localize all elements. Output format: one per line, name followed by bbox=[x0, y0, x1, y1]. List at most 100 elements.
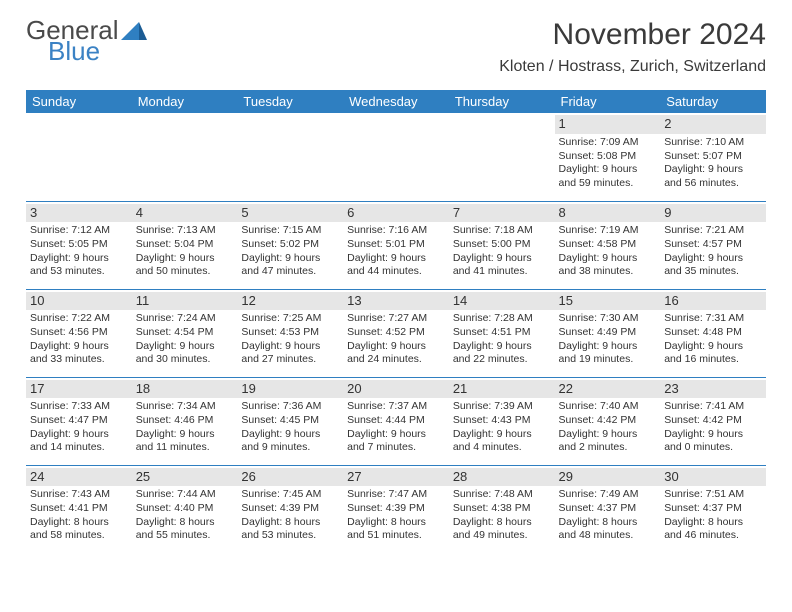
daylight-text: Daylight: 9 hours and 0 minutes. bbox=[664, 428, 762, 455]
day-number: 20 bbox=[343, 380, 449, 399]
daylight-text: Daylight: 8 hours and 58 minutes. bbox=[30, 516, 128, 543]
calendar-cell: 17Sunrise: 7:33 AMSunset: 4:47 PMDayligh… bbox=[26, 377, 132, 465]
sunset-text: Sunset: 4:39 PM bbox=[347, 502, 445, 516]
day-number: 24 bbox=[26, 468, 132, 487]
daylight-text: Daylight: 9 hours and 16 minutes. bbox=[664, 340, 762, 367]
calendar-cell: 26Sunrise: 7:45 AMSunset: 4:39 PMDayligh… bbox=[237, 465, 343, 553]
calendar-cell bbox=[449, 113, 555, 201]
day-number: 17 bbox=[26, 380, 132, 399]
day-number: 15 bbox=[555, 292, 661, 311]
calendar-cell: 3Sunrise: 7:12 AMSunset: 5:05 PMDaylight… bbox=[26, 201, 132, 289]
daylight-text: Daylight: 8 hours and 53 minutes. bbox=[241, 516, 339, 543]
daylight-text: Daylight: 8 hours and 46 minutes. bbox=[664, 516, 762, 543]
day-number: 23 bbox=[660, 380, 766, 399]
sunset-text: Sunset: 4:40 PM bbox=[136, 502, 234, 516]
sunset-text: Sunset: 4:58 PM bbox=[559, 238, 657, 252]
day-number: 18 bbox=[132, 380, 238, 399]
calendar-week: 10Sunrise: 7:22 AMSunset: 4:56 PMDayligh… bbox=[26, 289, 766, 377]
day-number: 25 bbox=[132, 468, 238, 487]
calendar-cell bbox=[343, 113, 449, 201]
calendar-cell: 28Sunrise: 7:48 AMSunset: 4:38 PMDayligh… bbox=[449, 465, 555, 553]
sunrise-text: Sunrise: 7:34 AM bbox=[136, 400, 234, 414]
calendar-header: SundayMondayTuesdayWednesdayThursdayFrid… bbox=[26, 90, 766, 113]
sunrise-text: Sunrise: 7:37 AM bbox=[347, 400, 445, 414]
sunrise-text: Sunrise: 7:25 AM bbox=[241, 312, 339, 326]
calendar-cell: 29Sunrise: 7:49 AMSunset: 4:37 PMDayligh… bbox=[555, 465, 661, 553]
daylight-text: Daylight: 9 hours and 22 minutes. bbox=[453, 340, 551, 367]
sunrise-text: Sunrise: 7:13 AM bbox=[136, 224, 234, 238]
sunrise-text: Sunrise: 7:22 AM bbox=[30, 312, 128, 326]
sunset-text: Sunset: 5:07 PM bbox=[664, 150, 762, 164]
sunset-text: Sunset: 4:47 PM bbox=[30, 414, 128, 428]
sunrise-text: Sunrise: 7:24 AM bbox=[136, 312, 234, 326]
calendar-cell: 20Sunrise: 7:37 AMSunset: 4:44 PMDayligh… bbox=[343, 377, 449, 465]
sunset-text: Sunset: 4:39 PM bbox=[241, 502, 339, 516]
calendar-cell: 23Sunrise: 7:41 AMSunset: 4:42 PMDayligh… bbox=[660, 377, 766, 465]
daylight-text: Daylight: 9 hours and 56 minutes. bbox=[664, 163, 762, 190]
calendar-cell: 8Sunrise: 7:19 AMSunset: 4:58 PMDaylight… bbox=[555, 201, 661, 289]
calendar-cell: 15Sunrise: 7:30 AMSunset: 4:49 PMDayligh… bbox=[555, 289, 661, 377]
sunrise-text: Sunrise: 7:16 AM bbox=[347, 224, 445, 238]
daylight-text: Daylight: 9 hours and 44 minutes. bbox=[347, 252, 445, 279]
day-number: 9 bbox=[660, 204, 766, 223]
sunrise-text: Sunrise: 7:47 AM bbox=[347, 488, 445, 502]
day-number: 27 bbox=[343, 468, 449, 487]
day-header: Tuesday bbox=[237, 90, 343, 113]
sunrise-text: Sunrise: 7:15 AM bbox=[241, 224, 339, 238]
day-number: 21 bbox=[449, 380, 555, 399]
sunset-text: Sunset: 4:46 PM bbox=[136, 414, 234, 428]
sunrise-text: Sunrise: 7:10 AM bbox=[664, 136, 762, 150]
sunset-text: Sunset: 4:57 PM bbox=[664, 238, 762, 252]
day-number: 29 bbox=[555, 468, 661, 487]
daylight-text: Daylight: 9 hours and 7 minutes. bbox=[347, 428, 445, 455]
calendar-cell: 9Sunrise: 7:21 AMSunset: 4:57 PMDaylight… bbox=[660, 201, 766, 289]
sunrise-text: Sunrise: 7:31 AM bbox=[664, 312, 762, 326]
sunrise-text: Sunrise: 7:21 AM bbox=[664, 224, 762, 238]
sunset-text: Sunset: 5:05 PM bbox=[30, 238, 128, 252]
sunset-text: Sunset: 4:53 PM bbox=[241, 326, 339, 340]
sunrise-text: Sunrise: 7:36 AM bbox=[241, 400, 339, 414]
calendar-week: 3Sunrise: 7:12 AMSunset: 5:05 PMDaylight… bbox=[26, 201, 766, 289]
day-number: 6 bbox=[343, 204, 449, 223]
daylight-text: Daylight: 8 hours and 48 minutes. bbox=[559, 516, 657, 543]
sunrise-text: Sunrise: 7:51 AM bbox=[664, 488, 762, 502]
sunset-text: Sunset: 4:48 PM bbox=[664, 326, 762, 340]
sunset-text: Sunset: 5:08 PM bbox=[559, 150, 657, 164]
sunset-text: Sunset: 4:51 PM bbox=[453, 326, 551, 340]
day-number: 11 bbox=[132, 292, 238, 311]
calendar-cell: 4Sunrise: 7:13 AMSunset: 5:04 PMDaylight… bbox=[132, 201, 238, 289]
sunset-text: Sunset: 4:45 PM bbox=[241, 414, 339, 428]
calendar-cell: 22Sunrise: 7:40 AMSunset: 4:42 PMDayligh… bbox=[555, 377, 661, 465]
sunrise-text: Sunrise: 7:43 AM bbox=[30, 488, 128, 502]
sunrise-text: Sunrise: 7:12 AM bbox=[30, 224, 128, 238]
calendar-cell: 18Sunrise: 7:34 AMSunset: 4:46 PMDayligh… bbox=[132, 377, 238, 465]
calendar-cell: 24Sunrise: 7:43 AMSunset: 4:41 PMDayligh… bbox=[26, 465, 132, 553]
sunrise-text: Sunrise: 7:48 AM bbox=[453, 488, 551, 502]
sunrise-text: Sunrise: 7:44 AM bbox=[136, 488, 234, 502]
title-block: November 2024 Kloten / Hostrass, Zurich,… bbox=[499, 18, 766, 76]
day-header: Sunday bbox=[26, 90, 132, 113]
calendar-cell: 11Sunrise: 7:24 AMSunset: 4:54 PMDayligh… bbox=[132, 289, 238, 377]
logo-text: General Blue bbox=[26, 18, 119, 63]
daylight-text: Daylight: 9 hours and 47 minutes. bbox=[241, 252, 339, 279]
daylight-text: Daylight: 9 hours and 30 minutes. bbox=[136, 340, 234, 367]
sunrise-text: Sunrise: 7:41 AM bbox=[664, 400, 762, 414]
day-header: Thursday bbox=[449, 90, 555, 113]
day-header: Monday bbox=[132, 90, 238, 113]
calendar-week: 1Sunrise: 7:09 AMSunset: 5:08 PMDaylight… bbox=[26, 113, 766, 201]
calendar-cell: 1Sunrise: 7:09 AMSunset: 5:08 PMDaylight… bbox=[555, 113, 661, 201]
calendar-week: 24Sunrise: 7:43 AMSunset: 4:41 PMDayligh… bbox=[26, 465, 766, 553]
logo-word-blue: Blue bbox=[48, 39, 119, 64]
sunset-text: Sunset: 4:37 PM bbox=[559, 502, 657, 516]
sunset-text: Sunset: 4:44 PM bbox=[347, 414, 445, 428]
sunrise-text: Sunrise: 7:28 AM bbox=[453, 312, 551, 326]
day-number: 5 bbox=[237, 204, 343, 223]
calendar-cell: 12Sunrise: 7:25 AMSunset: 4:53 PMDayligh… bbox=[237, 289, 343, 377]
calendar-cell: 27Sunrise: 7:47 AMSunset: 4:39 PMDayligh… bbox=[343, 465, 449, 553]
calendar-week: 17Sunrise: 7:33 AMSunset: 4:47 PMDayligh… bbox=[26, 377, 766, 465]
calendar-cell: 14Sunrise: 7:28 AMSunset: 4:51 PMDayligh… bbox=[449, 289, 555, 377]
calendar-cell: 2Sunrise: 7:10 AMSunset: 5:07 PMDaylight… bbox=[660, 113, 766, 201]
day-number: 16 bbox=[660, 292, 766, 311]
sunset-text: Sunset: 5:02 PM bbox=[241, 238, 339, 252]
day-header: Wednesday bbox=[343, 90, 449, 113]
